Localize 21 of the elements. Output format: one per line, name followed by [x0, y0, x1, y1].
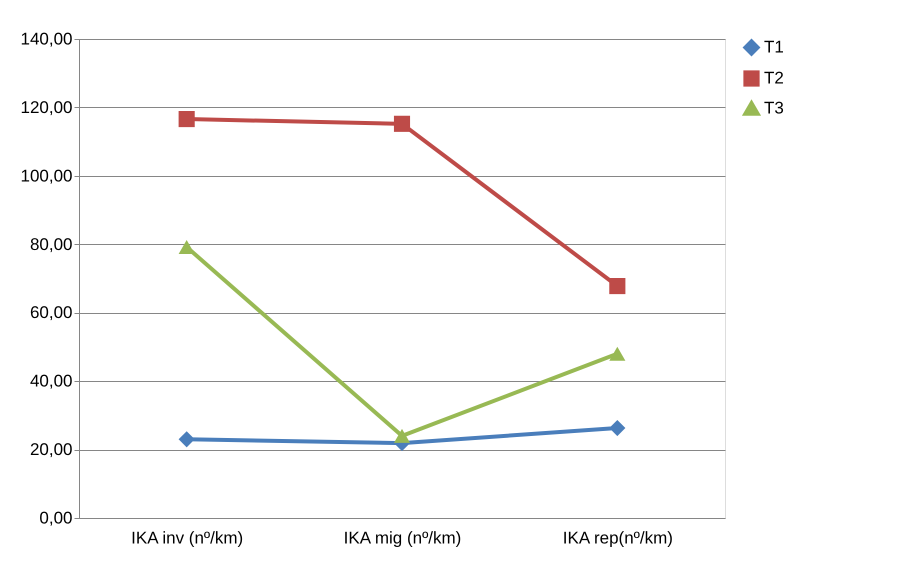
- y-tick-label: 20,00: [30, 440, 72, 460]
- point: [178, 431, 195, 448]
- point: [394, 116, 410, 132]
- x-tick-label: IKA rep(nº/km): [562, 528, 673, 548]
- y-tick-label: 0,00: [39, 508, 72, 528]
- point: [609, 346, 626, 361]
- x-tick-label: IKA mig (nº/km): [344, 528, 462, 548]
- y-tick-label: 100,00: [20, 166, 72, 186]
- y-tick-label: 40,00: [30, 372, 72, 391]
- point: [178, 111, 195, 128]
- y-tick-label: 60,00: [30, 303, 72, 322]
- point: [394, 428, 410, 443]
- point: [609, 420, 626, 436]
- legend-label: T2: [764, 68, 784, 88]
- legend-label: T1: [764, 38, 784, 56]
- y-tick-label: 140,00: [20, 30, 72, 48]
- y-tick-label: 120,00: [20, 98, 72, 117]
- legend-label: T3: [764, 98, 784, 118]
- x-tick-label: IKA inv (nº/km): [131, 528, 244, 548]
- y-tick-label: 80,00: [30, 234, 72, 254]
- point: [609, 278, 626, 294]
